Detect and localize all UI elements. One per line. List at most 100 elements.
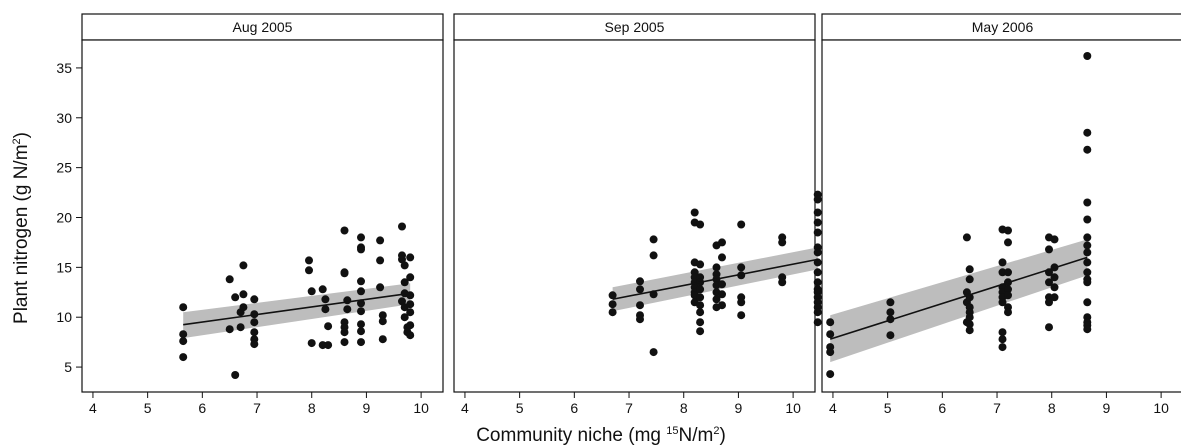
x-tick-label: 9 — [1103, 400, 1111, 416]
y-axis-title: Plant nitrogen (g N/m2) — [11, 132, 32, 324]
data-point — [636, 301, 644, 310]
data-point — [378, 317, 387, 326]
data-point — [696, 308, 705, 317]
x-tick-label: 8 — [680, 400, 688, 416]
data-point — [718, 301, 726, 310]
data-point — [357, 299, 365, 308]
data-point — [1004, 226, 1012, 235]
data-point — [826, 348, 835, 357]
data-point — [378, 311, 387, 320]
regression-line — [183, 292, 411, 326]
data-point — [636, 315, 644, 324]
data-point — [376, 256, 385, 265]
data-point — [305, 266, 313, 275]
x-tick-label: 10 — [785, 400, 801, 416]
data-point — [236, 323, 245, 332]
x-axis-title: Community niche (mg 15N/m2) — [476, 425, 726, 446]
data-point — [1045, 278, 1053, 287]
data-point — [636, 285, 644, 294]
data-point — [965, 265, 974, 274]
data-point — [406, 321, 415, 330]
panel-frame — [81, 39, 444, 393]
data-point — [813, 208, 822, 217]
data-point — [357, 233, 365, 242]
x-axis-title-unit: N/m — [679, 425, 714, 446]
data-point — [1083, 145, 1092, 154]
data-point — [1050, 273, 1059, 282]
data-point — [231, 293, 240, 302]
x-tick-label: 4 — [461, 400, 469, 416]
regression-line — [612, 258, 818, 301]
data-point — [357, 338, 365, 347]
data-point — [406, 300, 415, 309]
data-point — [718, 280, 726, 289]
data-point — [998, 343, 1007, 352]
x-tick-label: 5 — [516, 400, 524, 416]
data-point — [1083, 241, 1092, 250]
x-tick-label: 4 — [829, 400, 837, 416]
data-point — [718, 238, 726, 247]
data-point — [737, 220, 746, 229]
x-tick-label: 6 — [570, 400, 578, 416]
data-point — [1004, 285, 1012, 294]
data-point — [321, 295, 330, 304]
x-tick-label: 9 — [363, 400, 371, 416]
panel-3: May 2006 4 5 6 7 8 9 10 — [821, 13, 1181, 416]
data-point — [696, 285, 705, 294]
data-point — [307, 339, 316, 348]
data-point — [1050, 235, 1059, 244]
data-point — [965, 313, 974, 322]
data-point — [1083, 248, 1092, 257]
x-tick-label: 6 — [198, 400, 206, 416]
panel-strip — [453, 13, 816, 41]
data-point — [649, 235, 658, 244]
data-point — [608, 300, 617, 309]
x-tick-label: 8 — [1048, 400, 1056, 416]
y-tick-label: 10 — [56, 309, 72, 325]
data-point — [1083, 233, 1092, 242]
x-tick-label: 9 — [735, 400, 743, 416]
regression-line — [829, 256, 1088, 340]
data-point — [1045, 323, 1053, 332]
data-point — [813, 228, 822, 237]
data-point — [696, 301, 705, 310]
panel-title: Sep 2005 — [605, 19, 665, 35]
data-point — [1004, 291, 1012, 300]
data-point — [406, 291, 415, 300]
data-point — [400, 278, 409, 287]
x-tick-label: 4 — [89, 400, 97, 416]
data-point — [400, 313, 409, 322]
data-point — [378, 335, 387, 344]
x-tick-label: 7 — [993, 400, 1001, 416]
panel-2: Sep 2005 4 5 6 7 8 9 10 — [453, 13, 822, 416]
data-point — [376, 283, 385, 292]
data-point — [1083, 198, 1092, 207]
data-point — [1045, 245, 1053, 254]
data-point — [1083, 325, 1092, 334]
x-tick-label: 8 — [308, 400, 316, 416]
data-point — [250, 328, 259, 337]
data-point — [340, 338, 349, 347]
x-axis-title-superscript-2: 2 — [713, 425, 719, 437]
data-point — [343, 305, 352, 314]
data-point — [813, 318, 822, 327]
data-point — [696, 327, 705, 336]
y-tick-label: 15 — [56, 259, 72, 275]
data-point — [696, 318, 705, 327]
data-point — [179, 330, 188, 339]
data-point — [813, 218, 822, 227]
data-point — [357, 277, 365, 286]
data-point — [998, 298, 1007, 307]
data-point — [886, 331, 895, 340]
data-point — [608, 291, 617, 300]
data-point — [813, 195, 822, 204]
data-point — [712, 295, 721, 304]
panel-title: Aug 2005 — [233, 19, 293, 35]
data-point — [179, 303, 188, 312]
data-point — [357, 320, 365, 329]
data-point — [737, 298, 746, 307]
data-point — [250, 340, 259, 349]
data-point — [696, 260, 705, 269]
data-point — [1083, 52, 1092, 60]
